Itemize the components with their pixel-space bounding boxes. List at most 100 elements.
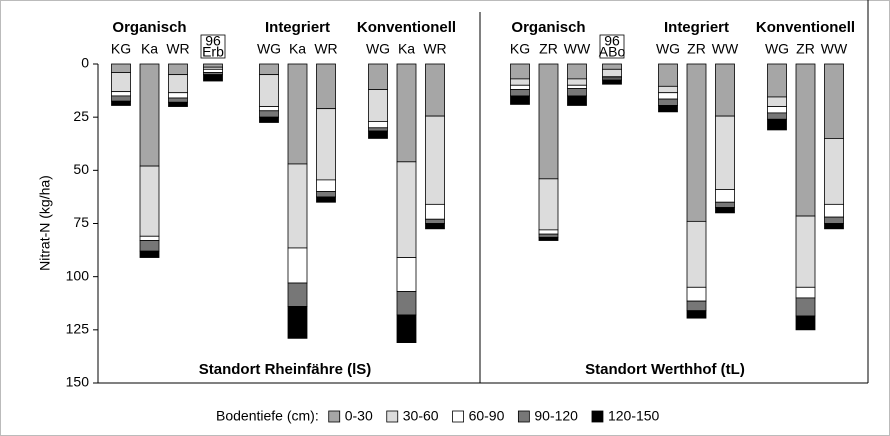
- bar-segment: [686, 63, 707, 222]
- bar-segment: [287, 247, 308, 284]
- x-tick-label: WW: [712, 41, 739, 57]
- bar-segment: [425, 63, 445, 117]
- bar-segment: [316, 196, 336, 203]
- panel-title: Standort Rheinfähre (lS): [199, 361, 372, 378]
- bar-segment: [425, 115, 445, 205]
- bar-segment: [767, 112, 787, 120]
- bar-segment: [396, 63, 417, 163]
- bar-segment: [658, 98, 678, 106]
- bar-segment: [715, 115, 735, 190]
- x-tick-label: WG: [366, 41, 390, 57]
- bar-segment: [368, 121, 388, 129]
- y-tick-label: 75: [73, 214, 89, 230]
- bar-segment: [538, 233, 559, 238]
- group-label: Integriert: [664, 19, 729, 36]
- legend-swatch: [386, 410, 399, 423]
- x-tick-label: ZR: [687, 41, 706, 57]
- group-label: Organisch: [112, 19, 186, 36]
- bar-segment: [824, 63, 844, 139]
- bar-segment: [396, 161, 417, 258]
- bar-segment: [139, 240, 160, 252]
- legend-swatch: [328, 410, 341, 423]
- bar-segment: [425, 218, 445, 224]
- bar-segment: [139, 235, 160, 241]
- bar-segment: [658, 85, 678, 94]
- x-tick-label: WR: [314, 41, 337, 57]
- bar-segment: [538, 229, 559, 235]
- bar-segment: [259, 116, 279, 123]
- legend-label: 0-30: [345, 408, 373, 424]
- x-tick-label: Ka: [289, 41, 306, 57]
- bar-segment: [602, 79, 622, 85]
- legend-label: 60-90: [469, 408, 505, 424]
- bar-segment: [567, 95, 587, 106]
- y-tick-label: 50: [73, 161, 89, 177]
- bar-segment: [824, 203, 844, 218]
- bar-segment: [287, 282, 308, 307]
- group-box: [200, 34, 226, 59]
- bar-segment: [111, 72, 131, 93]
- bar-segment: [139, 250, 160, 258]
- bar-segment: [111, 100, 131, 106]
- x-tick-label: Erb: [202, 44, 224, 60]
- bar-segment: [602, 63, 622, 70]
- bar-segment: [795, 297, 816, 317]
- bar-segment: [111, 91, 131, 97]
- legend-label: 90-120: [534, 408, 578, 424]
- bar-segment: [824, 138, 844, 205]
- bar-segment: [168, 63, 188, 76]
- bar-segment: [658, 92, 678, 100]
- bar-segment: [795, 286, 816, 299]
- x-tick-label: WG: [257, 41, 281, 57]
- bar-segment: [316, 108, 336, 181]
- panel-title: Standort Werthhof (tL): [585, 361, 745, 378]
- bar-segment: [396, 257, 417, 292]
- bar-segment: [567, 78, 587, 86]
- bar-segment: [510, 63, 530, 80]
- x-tick-label: WR: [423, 41, 446, 57]
- x-tick-label: Ka: [141, 41, 158, 57]
- y-tick-label: 125: [66, 321, 90, 337]
- legend-swatch: [517, 410, 530, 423]
- bar-segment: [686, 286, 707, 302]
- x-tick-label: KG: [111, 41, 131, 57]
- x-tick-label: ZR: [796, 41, 815, 57]
- bar-segment: [368, 127, 388, 132]
- y-tick-label: 25: [73, 108, 89, 124]
- bar-segment: [767, 96, 787, 107]
- x-tick-label: KG: [510, 41, 530, 57]
- bar-segment: [686, 310, 707, 319]
- bar-segment: [510, 84, 530, 90]
- bar-segment: [510, 78, 530, 86]
- x-tick-label: ABo: [599, 44, 626, 60]
- y-axis-label: Nitrat-N (kg/ha): [37, 175, 53, 271]
- bar-segment: [567, 84, 587, 89]
- bar-segment: [203, 68, 223, 73]
- bar-segment: [602, 68, 622, 78]
- bar-segment: [368, 89, 388, 122]
- group-label: 96: [604, 33, 620, 49]
- x-tick-label: WW: [821, 41, 848, 57]
- group-label: Integriert: [265, 19, 330, 36]
- bar-segment: [715, 189, 735, 203]
- bar-segment: [368, 130, 388, 139]
- bar-segment: [715, 207, 735, 214]
- bar-segment: [824, 216, 844, 224]
- bar-segment: [287, 163, 308, 249]
- bar-segment: [316, 63, 336, 110]
- bar-segment: [396, 291, 417, 316]
- bar-segment: [396, 314, 417, 343]
- bar-segment: [259, 74, 279, 107]
- x-tick-label: Ka: [398, 41, 415, 57]
- x-tick-label: WG: [656, 41, 680, 57]
- legend-label: 120-150: [608, 408, 660, 424]
- bar-segment: [203, 63, 223, 68]
- group-label: 96: [205, 33, 221, 49]
- bar-segment: [425, 223, 445, 230]
- x-tick-label: ZR: [539, 41, 558, 57]
- bar-segment: [287, 306, 308, 339]
- group-box: [599, 34, 625, 59]
- x-tick-label: WR: [166, 41, 189, 57]
- bar-segment: [686, 300, 707, 312]
